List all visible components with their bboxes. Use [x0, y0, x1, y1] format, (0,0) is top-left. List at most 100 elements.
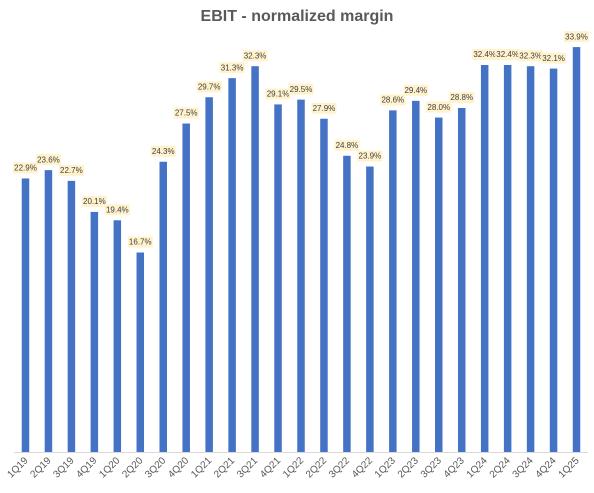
x-tick-label-3Q24: 3Q24: [511, 455, 536, 480]
data-label-bg-4Q21: [265, 88, 291, 100]
data-label-1Q25: 33.9%: [565, 32, 588, 41]
x-tick-label-1Q25: 1Q25: [557, 455, 582, 480]
bar-3Q23: [435, 117, 443, 453]
data-label-4Q19: 20.1%: [83, 197, 106, 206]
bar-4Q23: [457, 108, 466, 452]
chart-title: EBIT - normalized margin: [200, 8, 394, 25]
data-label-1Q21: 29.7%: [198, 82, 221, 91]
x-tick-label-4Q20: 4Q20: [166, 455, 191, 480]
bar-2Q19: [44, 170, 53, 452]
x-tick-label-4Q23: 4Q23: [442, 455, 467, 480]
bar-2Q24: [503, 65, 512, 452]
data-label-bg-1Q23: [380, 94, 406, 106]
data-label-bg-1Q24: [472, 49, 498, 60]
bar-1Q21: [205, 97, 213, 452]
data-label-bg-1Q22: [288, 83, 314, 95]
bar-1Q23: [389, 110, 397, 452]
data-label-3Q19: 22.7%: [60, 166, 83, 175]
x-tick-label-1Q24: 1Q24: [465, 455, 490, 480]
data-label-bg-4Q22: [357, 150, 383, 162]
data-label-bg-2Q21: [219, 62, 245, 74]
x-tick-label-2Q20: 2Q20: [120, 455, 145, 480]
x-tick-label-3Q22: 3Q22: [327, 455, 352, 480]
data-label-1Q19: 22.9%: [14, 164, 37, 173]
data-label-2Q20: 16.7%: [129, 238, 152, 247]
x-tick-label-2Q23: 2Q23: [396, 455, 421, 480]
x-tick-label-2Q24: 2Q24: [488, 455, 513, 480]
data-label-bg-1Q20: [104, 204, 130, 216]
data-label-bg-4Q19: [81, 195, 107, 207]
data-label-bg-3Q21: [242, 50, 268, 62]
data-label-bg-1Q19: [12, 162, 38, 174]
data-label-bg-1Q25: [564, 31, 590, 43]
x-tick-label-1Q19: 1Q19: [6, 455, 31, 480]
x-tick-label-1Q23: 1Q23: [373, 455, 398, 480]
data-label-bg-2Q23: [403, 84, 429, 96]
data-label-bg-4Q20: [173, 107, 199, 119]
data-label-bg-2Q22: [311, 102, 337, 114]
data-label-bg-3Q24: [518, 50, 544, 62]
x-tick-label-3Q23: 3Q23: [419, 455, 444, 480]
bar-1Q19: [21, 178, 30, 452]
bar-3Q20: [159, 161, 167, 452]
bar-2Q20: [136, 252, 145, 452]
data-label-4Q20: 27.5%: [175, 109, 198, 118]
x-tick-label-3Q19: 3Q19: [51, 455, 76, 480]
x-tick-label-2Q19: 2Q19: [28, 455, 53, 480]
x-tick-label-1Q22: 1Q22: [281, 455, 306, 480]
x-tick-label-4Q19: 4Q19: [74, 455, 99, 480]
x-tick-label-4Q22: 4Q22: [350, 455, 375, 480]
bar-3Q22: [343, 155, 351, 452]
x-tick-label-3Q21: 3Q21: [235, 455, 260, 480]
data-label-4Q21: 29.1%: [267, 90, 290, 99]
data-label-4Q23: 28.8%: [450, 93, 473, 102]
data-label-2Q19: 23.6%: [37, 155, 60, 164]
bar-3Q21: [251, 66, 259, 452]
x-tick-label-1Q20: 1Q20: [97, 455, 122, 480]
data-label-bg-3Q22: [334, 139, 360, 151]
bar-4Q24: [549, 68, 558, 452]
x-tick-label-2Q22: 2Q22: [304, 455, 329, 480]
x-tick-label-2Q21: 2Q21: [212, 455, 237, 480]
data-label-3Q23: 28.0%: [427, 103, 450, 112]
data-label-2Q22: 27.9%: [313, 104, 336, 113]
data-label-bg-1Q21: [196, 81, 222, 93]
data-label-bg-4Q24: [541, 52, 567, 64]
data-label-bg-3Q20: [150, 145, 176, 157]
data-label-1Q22: 29.5%: [290, 85, 313, 94]
data-label-2Q24: 32.4%: [496, 50, 519, 59]
data-label-bg-2Q20: [127, 236, 153, 248]
data-label-bg-2Q19: [35, 154, 61, 166]
data-label-2Q23: 29.4%: [404, 86, 427, 95]
data-label-bg-4Q23: [449, 92, 475, 103]
data-label-bg-3Q23: [426, 101, 452, 113]
data-label-3Q20: 24.3%: [152, 147, 175, 156]
data-label-4Q24: 32.1%: [542, 54, 565, 63]
data-label-1Q24: 32.4%: [473, 50, 496, 59]
data-label-bg-2Q24: [495, 49, 521, 60]
bar-1Q22: [297, 99, 305, 452]
bar-1Q24: [480, 65, 489, 452]
data-label-bg-3Q19: [58, 164, 84, 176]
x-tick-label-4Q21: 4Q21: [258, 455, 283, 480]
bar-2Q23: [412, 100, 420, 452]
bar-2Q22: [320, 118, 328, 452]
data-label-3Q22: 24.8%: [336, 141, 359, 150]
bar-4Q21: [274, 104, 282, 453]
bar-1Q20: [113, 220, 122, 452]
data-label-4Q22: 23.9%: [359, 152, 382, 161]
bar-3Q24: [526, 66, 535, 452]
bar-4Q22: [366, 166, 374, 452]
x-tick-label-4Q24: 4Q24: [534, 455, 559, 480]
bar-2Q21: [228, 78, 236, 452]
data-label-3Q21: 32.3%: [244, 51, 267, 60]
x-tick-label-3Q20: 3Q20: [143, 455, 168, 480]
data-label-2Q21: 31.3%: [221, 63, 244, 72]
x-tick-label-1Q21: 1Q21: [189, 455, 214, 480]
data-label-3Q24: 32.3%: [519, 51, 542, 60]
data-label-1Q23: 28.6%: [381, 96, 404, 105]
data-label-1Q20: 19.4%: [106, 205, 129, 214]
bar-4Q20: [182, 123, 190, 453]
